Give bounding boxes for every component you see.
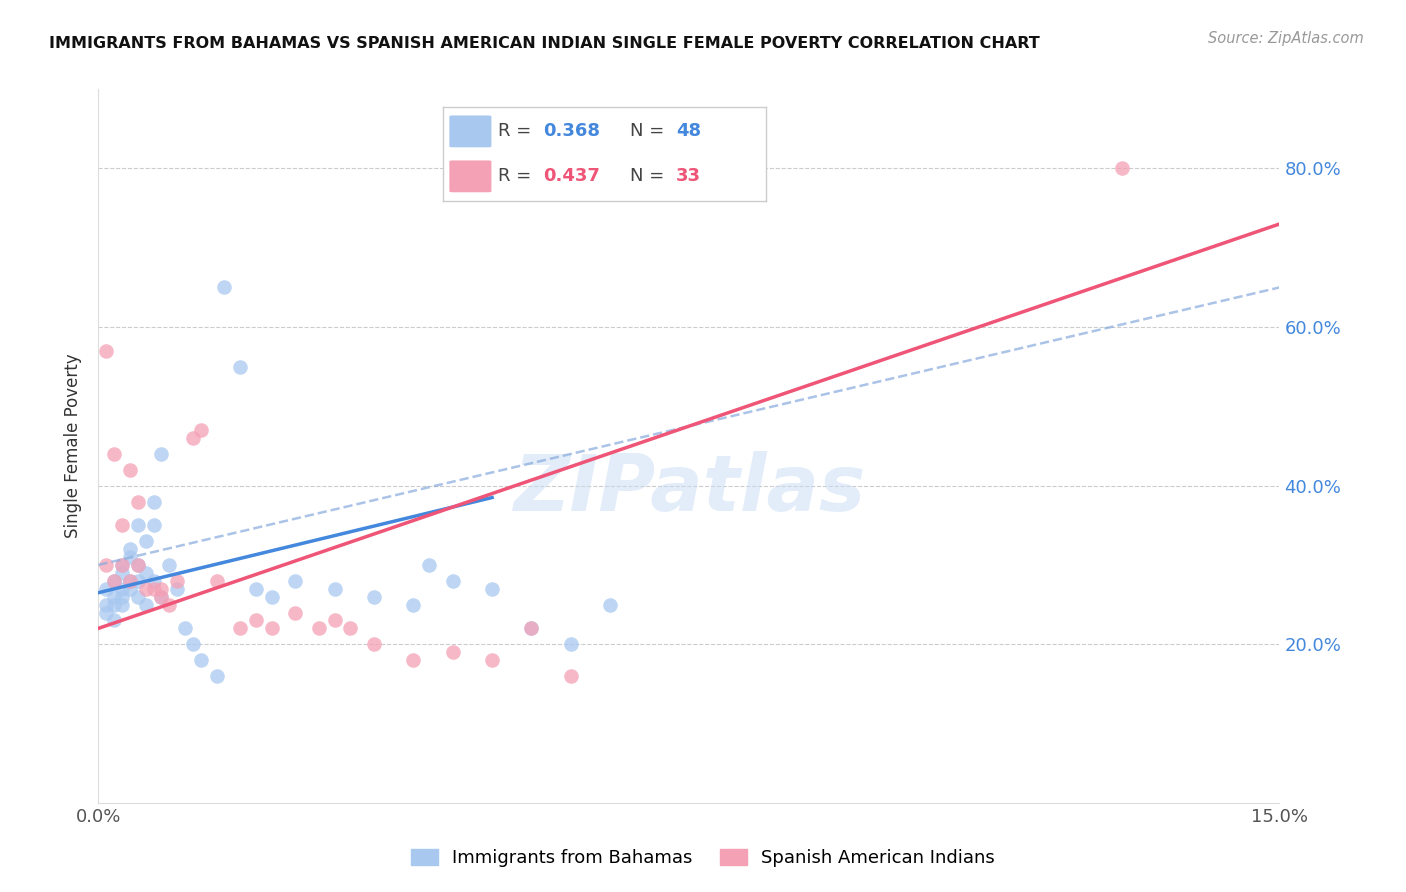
Point: [205, 574, 228, 588]
Point: [135, 566, 157, 580]
Point: [127, 590, 149, 604]
Point: [245, 582, 267, 596]
Point: [260, 621, 283, 635]
Point: [229, 359, 252, 374]
Point: [284, 574, 307, 588]
Text: IMMIGRANTS FROM BAHAMAS VS SPANISH AMERICAN INDIAN SINGLE FEMALE POVERTY CORRELA: IMMIGRANTS FROM BAHAMAS VS SPANISH AMERI…: [49, 36, 1040, 51]
Point: [103, 447, 125, 461]
Point: [127, 518, 149, 533]
Point: [560, 637, 582, 651]
Point: [103, 590, 125, 604]
Point: [127, 558, 149, 572]
Point: [150, 590, 173, 604]
Point: [142, 582, 165, 596]
Point: [142, 518, 165, 533]
Point: [1111, 161, 1133, 176]
Point: [103, 574, 125, 588]
Point: [363, 590, 385, 604]
Legend: Immigrants from Bahamas, Spanish American Indians: Immigrants from Bahamas, Spanish America…: [404, 841, 1002, 874]
Point: [118, 582, 141, 596]
Text: R =: R =: [498, 122, 537, 140]
Text: Source: ZipAtlas.com: Source: ZipAtlas.com: [1208, 31, 1364, 46]
Point: [166, 582, 188, 596]
Point: [135, 598, 157, 612]
Point: [520, 621, 543, 635]
Point: [441, 574, 464, 588]
Text: R =: R =: [498, 168, 537, 186]
Y-axis label: Single Female Poverty: Single Female Poverty: [65, 354, 83, 538]
Point: [481, 653, 503, 667]
Point: [402, 598, 425, 612]
Point: [127, 558, 149, 572]
Text: 0.368: 0.368: [543, 122, 600, 140]
Point: [157, 558, 180, 572]
Point: [599, 598, 621, 612]
Point: [111, 518, 134, 533]
Point: [520, 621, 543, 635]
Point: [323, 614, 346, 628]
Point: [96, 598, 118, 612]
Point: [103, 574, 125, 588]
Point: [205, 669, 228, 683]
Point: [308, 621, 330, 635]
Point: [174, 621, 197, 635]
Text: N =: N =: [630, 168, 671, 186]
Point: [181, 637, 204, 651]
Point: [214, 280, 236, 294]
Point: [339, 621, 361, 635]
Point: [135, 534, 157, 549]
Text: 33: 33: [676, 168, 700, 186]
Point: [96, 343, 118, 358]
Point: [229, 621, 252, 635]
Point: [441, 645, 464, 659]
Point: [118, 542, 141, 557]
Point: [142, 494, 165, 508]
Point: [190, 423, 212, 437]
Text: N =: N =: [630, 122, 671, 140]
Point: [323, 582, 346, 596]
Point: [190, 653, 212, 667]
Point: [181, 431, 204, 445]
Point: [135, 582, 157, 596]
Point: [118, 574, 141, 588]
Point: [166, 574, 188, 588]
Point: [150, 447, 173, 461]
Point: [96, 582, 118, 596]
Point: [363, 637, 385, 651]
Text: ZIPatlas: ZIPatlas: [513, 450, 865, 527]
Text: 0.437: 0.437: [543, 168, 600, 186]
FancyBboxPatch shape: [450, 161, 492, 193]
Point: [150, 590, 173, 604]
Point: [103, 614, 125, 628]
Text: 48: 48: [676, 122, 700, 140]
Point: [103, 598, 125, 612]
Point: [118, 463, 141, 477]
Point: [284, 606, 307, 620]
Point: [111, 558, 134, 572]
Point: [111, 598, 134, 612]
Point: [96, 558, 118, 572]
Point: [418, 558, 440, 572]
Point: [111, 558, 134, 572]
Point: [111, 590, 134, 604]
FancyBboxPatch shape: [450, 115, 492, 147]
Point: [481, 582, 503, 596]
Point: [260, 590, 283, 604]
Point: [157, 598, 180, 612]
Point: [118, 574, 141, 588]
Point: [118, 549, 141, 564]
Point: [111, 566, 134, 580]
Point: [150, 582, 173, 596]
Point: [142, 574, 165, 588]
Point: [127, 574, 149, 588]
Point: [96, 606, 118, 620]
Point: [402, 653, 425, 667]
Point: [111, 582, 134, 596]
Point: [560, 669, 582, 683]
Point: [127, 494, 149, 508]
Point: [245, 614, 267, 628]
